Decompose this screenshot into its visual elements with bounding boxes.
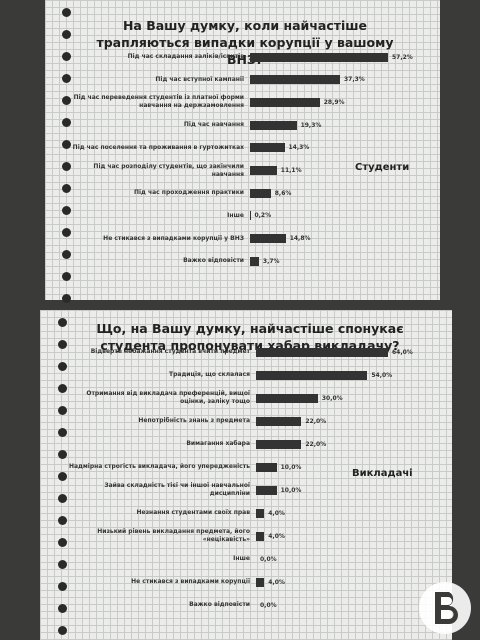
bar	[250, 166, 277, 175]
hole	[58, 362, 67, 371]
hole	[62, 184, 71, 193]
bar	[250, 75, 340, 85]
hole	[62, 272, 71, 281]
bar	[250, 120, 297, 130]
category-label: Під час розподілу студентів, що закінчил…	[93, 162, 244, 178]
category-label: Інше	[227, 211, 244, 219]
category-label: Під час переведення студентів із платної…	[73, 94, 244, 110]
bar	[256, 508, 265, 518]
hole	[62, 52, 71, 61]
bar	[250, 188, 271, 198]
hole	[58, 494, 67, 503]
value-label: 54,0%	[371, 371, 393, 379]
paper	[45, 0, 440, 300]
value-label: 11,1%	[280, 167, 302, 174]
bar	[256, 347, 388, 357]
bar	[250, 143, 285, 153]
category-label: Інше	[233, 555, 250, 562]
hole	[58, 626, 67, 635]
value-label: 10,0%	[280, 463, 302, 471]
hole	[62, 206, 71, 215]
bar	[250, 256, 259, 266]
value-label: 28,9%	[323, 98, 345, 106]
hole	[62, 118, 71, 127]
chart-title: На Вашу думку, коли найчастіше трапляють…	[96, 18, 394, 67]
value-label: 4,0%	[268, 578, 285, 586]
bar	[256, 416, 302, 426]
hole	[62, 250, 71, 259]
paper	[40, 310, 452, 640]
category-label: Важко відповісти	[183, 257, 244, 265]
hole	[62, 228, 71, 237]
value-label: 64,0%	[392, 348, 413, 356]
bar	[256, 485, 277, 495]
value-label: 0,0%	[260, 601, 277, 609]
value-label: 37,3%	[343, 76, 365, 84]
hole	[62, 8, 71, 17]
category-label: Під час вступної кампанії	[155, 75, 244, 83]
value-label: 8,6%	[274, 189, 292, 197]
category-label: Важко відповісти	[189, 601, 250, 608]
hole	[58, 384, 67, 393]
hole	[58, 582, 67, 591]
category-label: Під час складання заліків/іспитів	[127, 53, 244, 60]
hole	[58, 450, 67, 459]
category-label: Зайва складність тієї чи іншої навчально…	[104, 482, 250, 497]
category-label: Вимагання хабара	[186, 440, 250, 447]
value-label: 14,3%	[288, 144, 310, 152]
category-label: Непотрібність знань з предмета	[138, 417, 250, 424]
category-label: Під час поселення та проживання в гуртож…	[72, 143, 244, 151]
category-label: Не стикався з випадками корупції у ВНЗ	[103, 234, 244, 242]
value-label: 4,0%	[268, 532, 285, 540]
hole	[58, 516, 67, 525]
bar	[256, 439, 302, 449]
value-label: 22,0%	[305, 417, 327, 425]
hole	[58, 538, 67, 547]
hole	[58, 406, 67, 415]
category-label: Під час проходження практики	[133, 189, 244, 197]
category-label: Незнання студентами своїх прав	[136, 509, 250, 516]
bar	[256, 393, 318, 403]
bar	[256, 577, 265, 587]
category-label: Низький рівень викладання предмета, його…	[97, 528, 250, 543]
value-label: 22,0%	[305, 440, 327, 448]
category-label: Традиція, що склалася	[169, 371, 250, 378]
hole	[58, 560, 67, 569]
logo	[419, 582, 471, 634]
category-label: Під час навчання	[183, 121, 244, 129]
value-label: 0,2%	[254, 212, 272, 220]
hole	[62, 30, 71, 39]
hole	[62, 140, 71, 149]
value-label: 0,0%	[260, 555, 277, 563]
hole	[58, 340, 67, 349]
bar	[256, 370, 368, 380]
value-label: 10,0%	[280, 486, 302, 494]
value-label: 30,0%	[321, 394, 343, 402]
value-label: 14,8%	[289, 235, 311, 243]
hole	[58, 472, 67, 481]
annotation: Викладачі	[352, 468, 413, 479]
value-label: 19,3%	[300, 121, 322, 129]
hole	[58, 428, 67, 437]
category-label: Не стикався з випадками корупції	[131, 578, 250, 585]
bar	[250, 234, 286, 244]
bar	[250, 97, 320, 107]
annotation: Студенти	[355, 162, 410, 173]
hole	[62, 74, 71, 83]
category-label: Надмірна строгість викладача, його упере…	[68, 463, 250, 470]
category-label: Відверте небажання студента вчити предме…	[90, 348, 250, 355]
value-label: 3,7%	[262, 257, 280, 265]
hole	[58, 604, 67, 613]
bar	[256, 531, 265, 541]
hole	[62, 96, 71, 105]
hole	[62, 162, 71, 171]
hole	[58, 318, 67, 327]
hole	[62, 294, 71, 303]
value-label: 4,0%	[268, 509, 285, 517]
bar	[256, 462, 277, 472]
category-label: Отримання від викладача преференцій, вищ…	[86, 390, 250, 405]
bar	[250, 52, 388, 62]
value-label: 57,2%	[392, 53, 413, 61]
